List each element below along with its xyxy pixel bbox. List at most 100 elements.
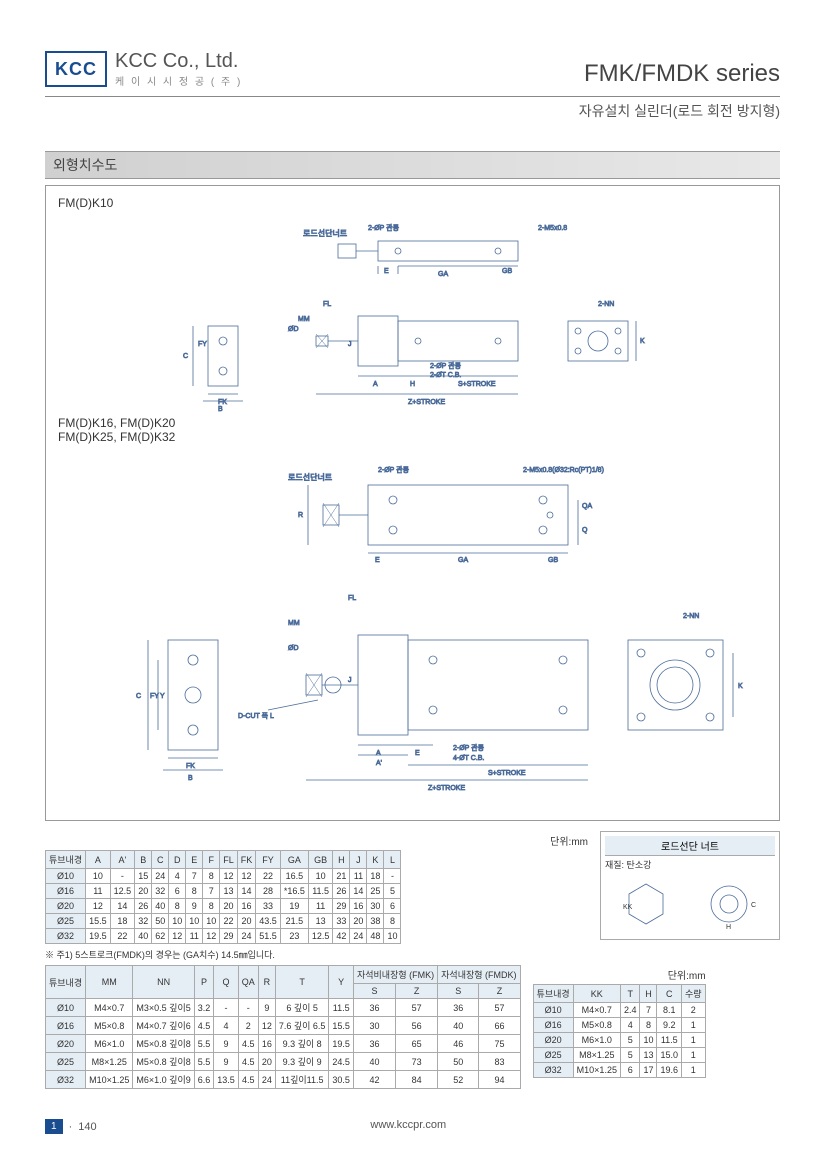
company-block: KCC Co., Ltd. 케 이 시 시 정 공 ( 주 ): [115, 50, 242, 88]
table1-cell: 12: [169, 929, 186, 944]
table1-cell: Ø10: [46, 869, 86, 884]
logo: KCC: [45, 51, 107, 87]
svg-text:2-M5x0.8: 2-M5x0.8: [538, 225, 567, 232]
table2-cell: 3.2: [194, 999, 214, 1017]
table2-cell: 19.5: [329, 1035, 354, 1053]
table1-cell: 29: [220, 929, 238, 944]
svg-text:4-ØT C.B.: 4-ØT C.B.: [453, 755, 484, 762]
table1-cell: 32: [135, 914, 152, 929]
table2-cell: 4.5: [238, 1035, 258, 1053]
table1-cell: 8: [203, 899, 220, 914]
table1-header: 튜브내경: [46, 851, 86, 869]
svg-text:2-ØP 관통: 2-ØP 관통: [430, 361, 462, 370]
diagram1-svg: 로드선단너트 2-ØP 관통 2-M5x0.8 E GA GB C FK: [58, 216, 758, 416]
table1-cell: 10: [169, 914, 186, 929]
table1-cell: 50: [152, 914, 169, 929]
table2-cell: 15.5: [329, 1017, 354, 1035]
svg-text:S+STROKE: S+STROKE: [458, 381, 496, 388]
table1-cell: 12: [237, 869, 256, 884]
table1-cell: 15.5: [86, 914, 111, 929]
table2-cell: M10×1.25: [86, 1071, 133, 1089]
table1-cell: Ø32: [46, 929, 86, 944]
table3-header: KK: [573, 985, 620, 1003]
table1-cell: 33: [256, 899, 281, 914]
table1-header: K: [367, 851, 384, 869]
table3-cell: M8×1.25: [573, 1048, 620, 1063]
table2-cell: 36: [353, 999, 395, 1017]
table2-cell: -: [238, 999, 258, 1017]
table1-header: FY: [256, 851, 281, 869]
table1-cell: 7: [203, 884, 220, 899]
table1-cell: 8: [203, 869, 220, 884]
table1-header: J: [350, 851, 367, 869]
table1-cell: 19.5: [86, 929, 111, 944]
table1-cell: 20: [220, 899, 238, 914]
table2-cell: 11.5: [329, 999, 354, 1017]
table3-cell: 5: [620, 1048, 640, 1063]
table2-cell: 7.6 깊이 6.5: [275, 1017, 329, 1035]
table1-cell: 12.5: [110, 884, 135, 899]
table1-header: A': [110, 851, 135, 869]
table3-header: 튜브내경: [533, 985, 573, 1003]
svg-text:로드선단너트: 로드선단너트: [303, 228, 347, 238]
svg-text:A: A: [376, 750, 381, 757]
diagram1-area: 로드선단너트 2-ØP 관통 2-M5x0.8 E GA GB C FK: [58, 216, 767, 416]
table2-cell: M6×1.0: [86, 1035, 133, 1053]
svg-text:2-ØT C.B.: 2-ØT C.B.: [430, 372, 461, 379]
table2-cell: 9: [214, 1035, 239, 1053]
table2-cell: 73: [396, 1053, 438, 1071]
table2-cell: 84: [396, 1071, 438, 1089]
table2-cell: Ø10: [46, 999, 86, 1017]
svg-text:C: C: [183, 353, 188, 360]
table2-header: NN: [133, 966, 194, 999]
table1-cell: 24: [350, 929, 367, 944]
table2-cell: 5.5: [194, 1035, 214, 1053]
table2-header: QA: [238, 966, 258, 999]
company-name: KCC Co., Ltd.: [115, 50, 242, 73]
table2-sz: Z: [396, 984, 438, 999]
table3-cell: 19.6: [657, 1063, 682, 1078]
table1-header: L: [384, 851, 401, 869]
nut-box: 로드선단 너트 재질: 탄소강 KK T C H: [600, 831, 780, 940]
unit-label-2: 단위:mm: [533, 967, 706, 982]
table2-cell: 24: [258, 1071, 275, 1089]
table1-cell: 14: [110, 899, 135, 914]
table1: 튜브내경AA'BCDEFFLFKFYGAGBHJKLØ1010-15244781…: [45, 850, 401, 944]
table1-cell: 20: [135, 884, 152, 899]
table1-header: H: [333, 851, 350, 869]
page-num-text: 140: [78, 1121, 96, 1133]
table2-cell: M4×0.7: [86, 999, 133, 1017]
table1-cell: 62: [152, 929, 169, 944]
table1-cell: 11.5: [308, 884, 333, 899]
svg-text:2-ØP 관통: 2-ØP 관통: [378, 465, 410, 474]
table1-cell: 32: [152, 884, 169, 899]
table1-cell: 26: [333, 884, 350, 899]
table2-cell: 4.5: [194, 1017, 214, 1035]
table1-cell: 8: [384, 914, 401, 929]
table2-cell: 52: [438, 1071, 479, 1089]
table1-cell: 13: [308, 914, 333, 929]
svg-text:2-ØP 관통: 2-ØP 관통: [453, 743, 485, 752]
svg-text:Y: Y: [160, 693, 165, 700]
table2-cell: 20: [258, 1053, 275, 1071]
series-title: FMK/FMDK series: [584, 60, 780, 88]
table2-cell: 4.5: [238, 1053, 258, 1071]
table2-cell: 4: [214, 1017, 239, 1035]
table1-cell: 21.5: [280, 914, 308, 929]
table1-header: D: [169, 851, 186, 869]
page-number: 1 · 140: [45, 1119, 97, 1134]
table1-cell: 25: [367, 884, 384, 899]
table3-cell: 9.2: [657, 1018, 682, 1033]
svg-text:E: E: [415, 750, 420, 757]
table3-header: T: [620, 985, 640, 1003]
tables-lower-row: 튜브내경MMNNPQQARTY자석비내장형 (FMK)자석내장형 (FMDK)S…: [45, 965, 780, 1089]
svg-text:FK: FK: [186, 763, 195, 770]
table1-cell: 29: [333, 899, 350, 914]
nut-material: 재질: 탄소강: [605, 856, 775, 873]
table2-cell: 9: [214, 1053, 239, 1071]
table2-cell: 94: [479, 1071, 520, 1089]
table1-header: E: [186, 851, 203, 869]
nut-drawing: KK T C H: [605, 873, 775, 935]
table2-cell: 36: [353, 1035, 395, 1053]
table1-block: 단위:mm 튜브내경AA'BCDEFFLFKFYGAGBHJKLØ1010-15…: [45, 831, 588, 965]
